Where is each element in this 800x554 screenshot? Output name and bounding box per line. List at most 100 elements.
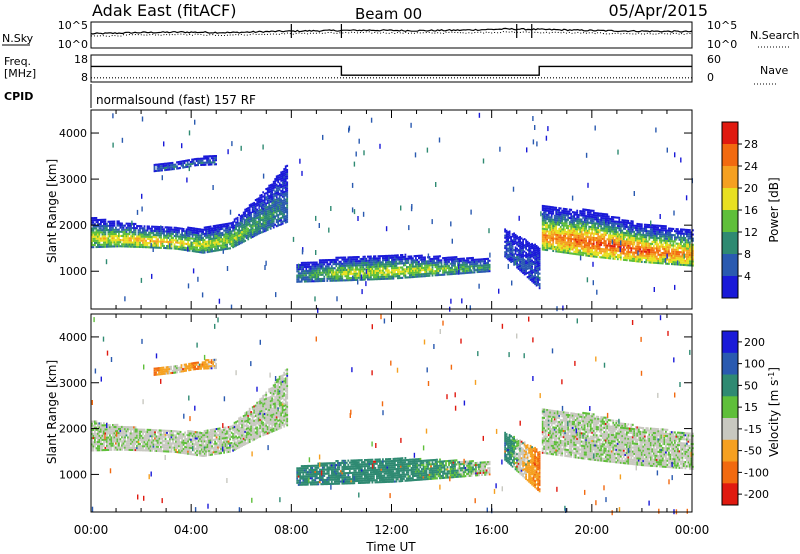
- range-gate-cell: [170, 232, 173, 235]
- range-gate-cell: [241, 220, 243, 223]
- range-gate-cell: [254, 213, 257, 216]
- range-gate-cell: [443, 263, 446, 266]
- range-gate-cell: [254, 205, 257, 208]
- range-gate-cell: [194, 244, 197, 247]
- range-gate-cell: [537, 283, 539, 286]
- range-gate-cell: [547, 216, 550, 219]
- range-gate-cell: [604, 225, 607, 228]
- range-gate-cell: [600, 256, 603, 259]
- range-gate-cell: [312, 280, 315, 283]
- range-gate-cell: [200, 161, 202, 164]
- range-gate-cell: [442, 267, 444, 270]
- range-gate-cell: [546, 234, 549, 237]
- range-gate-cell: [440, 261, 443, 264]
- range-gate-cell: [455, 256, 458, 259]
- range-gate-cell: [652, 249, 655, 252]
- range-gate-cell: [154, 229, 156, 232]
- range-gate-cell: [204, 161, 207, 164]
- range-gate-cell: [256, 223, 259, 226]
- range-gate-cell: [278, 194, 281, 197]
- range-gate-cell: [418, 275, 420, 278]
- range-gate-cell: [281, 222, 284, 225]
- range-gate-cell: [674, 259, 676, 262]
- range-gate-cell: [460, 272, 462, 275]
- range-gate-cell: [448, 273, 450, 276]
- range-gate-cell: [645, 246, 648, 249]
- range-gate-cell: [206, 251, 209, 254]
- range-gate-cell: [580, 251, 583, 254]
- range-gate-cell: [532, 260, 535, 263]
- range-gate-cell: [655, 251, 658, 254]
- range-gate-cell: [149, 238, 152, 241]
- range-gate-cell: [92, 231, 95, 234]
- range-gate-cell: [645, 254, 648, 257]
- range-gate-cell: [654, 232, 657, 235]
- range-gate-cell: [663, 239, 666, 242]
- range-gate-cell: [397, 277, 399, 280]
- range-gate-cell: [203, 155, 205, 158]
- range-gate-cell: [185, 236, 188, 239]
- range-gate-cell: [640, 256, 643, 259]
- range-gate-cell: [568, 221, 571, 224]
- range-gate-cell: [407, 261, 410, 264]
- range-gate-cell: [271, 212, 274, 215]
- range-gate-cell: [609, 240, 612, 243]
- range-gate-cell: [176, 167, 178, 170]
- range-gate-cell: [576, 213, 579, 216]
- range-gate-cell: [388, 265, 390, 268]
- range-gate-cell: [183, 160, 186, 163]
- range-gate-cell: [434, 263, 437, 266]
- range-gate-cell: [507, 231, 509, 234]
- range-gate-cell: [360, 262, 363, 265]
- range-gate-cell: [427, 272, 429, 275]
- range-gate-cell: [624, 248, 627, 251]
- range-gate-cell: [562, 209, 565, 212]
- range-gate-cell: [172, 239, 174, 242]
- range-gate-cell: [624, 227, 627, 230]
- range-gate-cell: [314, 269, 317, 272]
- range-gate-cell: [110, 241, 113, 244]
- range-gate-cell: [544, 215, 547, 218]
- range-gate-cell: [220, 225, 222, 228]
- range-gate-cell: [568, 239, 571, 242]
- range-gate-cell: [567, 241, 570, 244]
- range-gate-cell: [164, 234, 167, 237]
- range-gate-cell: [658, 233, 661, 236]
- range-gate-cell: [522, 267, 524, 270]
- range-gate-cell: [200, 159, 202, 162]
- range-gate-cell: [615, 255, 618, 258]
- range-gate-cell: [668, 250, 670, 253]
- range-gate-cell: [274, 223, 277, 226]
- range-gate-cell: [305, 265, 308, 268]
- range-gate-cell: [452, 262, 455, 265]
- range-gate-cell: [479, 266, 482, 269]
- range-gate-cell: [97, 239, 99, 242]
- range-gate-cell: [127, 239, 129, 242]
- range-gate-cell: [354, 264, 357, 267]
- range-gate-cell: [226, 245, 228, 248]
- range-gate-cell: [212, 241, 215, 244]
- range-gate-cell: [655, 247, 658, 250]
- range-gate-cell: [306, 263, 309, 266]
- range-gate-cell: [206, 236, 209, 239]
- range-gate-cell: [229, 243, 231, 246]
- range-gate-cell: [176, 165, 178, 168]
- range-gate-cell: [425, 264, 428, 267]
- range-gate-cell: [649, 253, 652, 256]
- range-gate-cell: [127, 243, 129, 246]
- range-gate-cell: [544, 217, 547, 220]
- range-gate-cell: [175, 231, 177, 234]
- range-gate-cell: [631, 241, 634, 244]
- range-gate-cell: [315, 273, 318, 276]
- range-gate-cell: [607, 228, 610, 231]
- range-gate-cell: [223, 244, 225, 247]
- range-gate-cell: [229, 226, 231, 229]
- range-gate-cell: [461, 261, 464, 264]
- range-gate-cell: [472, 265, 474, 268]
- range-gate-cell: [309, 267, 312, 270]
- range-gate-cell: [636, 233, 639, 236]
- range-gate-cell: [247, 213, 250, 216]
- range-gate-cell: [277, 178, 280, 181]
- range-gate-cell: [565, 222, 568, 225]
- range-gate-cell: [271, 195, 274, 198]
